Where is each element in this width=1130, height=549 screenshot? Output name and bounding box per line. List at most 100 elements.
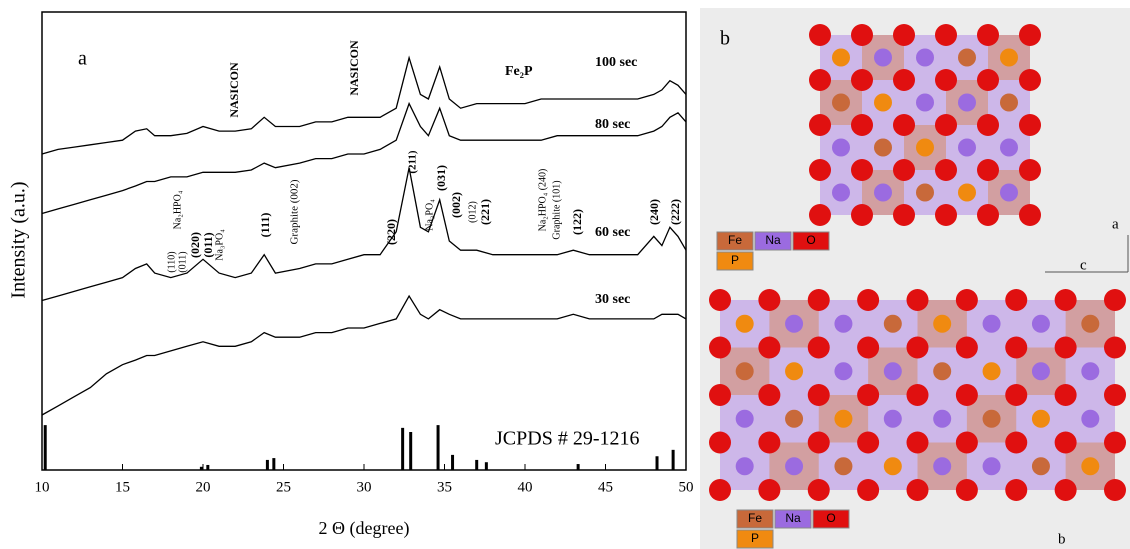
atom [1055,479,1077,501]
atom [1000,184,1018,202]
legend-label: P [731,253,739,267]
x-tick-label: 10 [35,479,50,495]
xrd-curve [42,296,686,415]
atom [785,362,803,380]
atom [1055,384,1077,406]
atom [958,184,976,202]
annotation: Na₂HPO₄ [172,190,183,229]
atom [1005,289,1027,311]
atom [857,384,879,406]
xrd-curve [42,168,686,301]
atom [709,479,731,501]
atom [834,410,852,428]
atom [785,457,803,475]
atom [758,337,780,359]
atom [977,69,999,91]
atom [958,49,976,67]
atom [983,362,1001,380]
atom [709,337,731,359]
atom [933,457,951,475]
atom [1081,457,1099,475]
axis-label: b [1058,531,1066,547]
atom [893,24,915,46]
atom [884,410,902,428]
atom [935,204,957,226]
atom [935,114,957,136]
atom [736,315,754,333]
atom [857,479,879,501]
atom [785,315,803,333]
atom [758,289,780,311]
x-tick-label: 45 [598,479,613,495]
atom [884,457,902,475]
annotation: (031) [434,165,448,191]
atom [874,139,892,157]
x-axis-label: 2 Θ (degree) [319,518,410,539]
annotation: (111) [258,213,272,238]
atom [933,362,951,380]
annotation: (211) [407,150,419,174]
atom [907,384,929,406]
atom [851,24,873,46]
series-label: 80 sec [595,117,630,132]
atom [851,159,873,181]
atom [709,432,731,454]
atom [983,457,1001,475]
atom [1104,384,1126,406]
atom [907,479,929,501]
annotation: (012) [467,201,478,223]
x-tick-label: 50 [679,479,694,495]
atom [785,410,803,428]
atom [1032,362,1050,380]
atom [935,69,957,91]
annotation: Na₂HPO₄ (240) [537,169,548,232]
atom [832,184,850,202]
atom [1005,337,1027,359]
series-label: 60 sec [595,225,630,240]
atom [1081,362,1099,380]
atom [933,315,951,333]
atom [1081,410,1099,428]
atom [977,24,999,46]
atom [834,362,852,380]
atom [808,289,830,311]
xrd-curve [42,58,686,154]
atom [736,457,754,475]
annotation: (011) [177,251,188,272]
atom [709,289,731,311]
atom [851,204,873,226]
atom [1005,384,1027,406]
atom [958,139,976,157]
x-tick-label: 35 [437,479,452,495]
atom [907,289,929,311]
atom [1019,204,1041,226]
atom [1005,432,1027,454]
atom [832,94,850,112]
atom [808,384,830,406]
figure: 2 Θ (degree) Intensity (a.u.) b a c b 10… [0,0,1130,549]
atom [832,139,850,157]
atom [1019,69,1041,91]
x-tick-label: 20 [196,479,211,495]
atom [916,94,934,112]
atom [1019,24,1041,46]
atom [1104,289,1126,311]
atom [1032,410,1050,428]
atom [893,114,915,136]
atom [808,337,830,359]
atom [1032,457,1050,475]
legend-label: Fe [748,511,762,525]
annotation: (240) [647,199,661,225]
annotation: Graphite (101) [551,180,562,239]
atom [977,114,999,136]
annotation: Na₃PO₄ [424,199,435,231]
atom [935,24,957,46]
series-label: 100 sec [595,55,637,70]
annotation: (002) [449,192,463,218]
y-axis-label: Intensity (a.u.) [8,181,30,298]
atom [809,24,831,46]
atom [851,114,873,136]
atom [893,204,915,226]
atom [834,457,852,475]
atom [874,184,892,202]
